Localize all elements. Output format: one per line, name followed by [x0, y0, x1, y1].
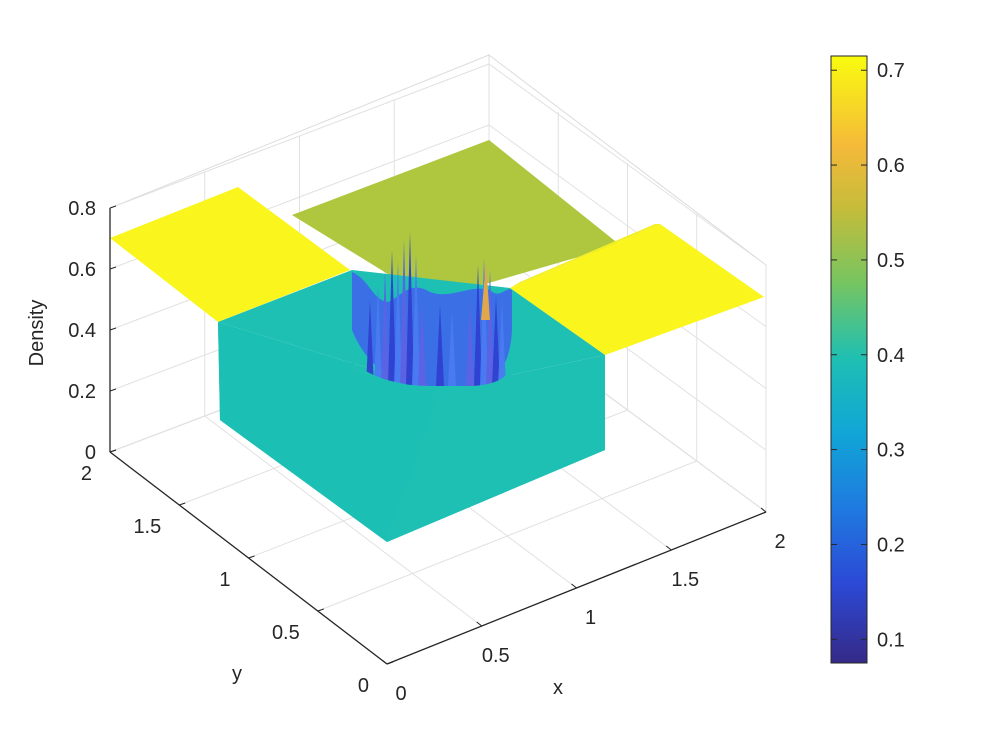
colorbar-tick-label: 0.6 — [877, 155, 905, 177]
colorbar-tick-label: 0.1 — [877, 629, 905, 651]
y-tick — [317, 608, 324, 612]
colorbar-tick-label: 0.7 — [877, 60, 905, 82]
x-tick — [381, 659, 388, 665]
y-tick-label: 1 — [219, 569, 230, 591]
colorbar: 0.1 0.2 0.3 0.4 0.5 0.6 0.7 — [830, 55, 905, 664]
z-tick-label: 0.6 — [68, 259, 96, 281]
y-tick — [386, 661, 394, 665]
x-tick-label: 1 — [585, 607, 596, 629]
x-tick-label: 0 — [395, 683, 406, 705]
crater-spike — [388, 250, 396, 386]
z-tick — [109, 327, 117, 331]
x-tick — [476, 621, 483, 627]
x-tick-label: 1.5 — [671, 569, 699, 591]
lower-left-right-wall-front — [387, 355, 605, 542]
crater-spike — [480, 258, 488, 386]
y-tick — [109, 449, 117, 453]
y-tick — [179, 502, 186, 506]
crater-spike — [381, 270, 389, 386]
x-tick — [571, 583, 577, 589]
x-axis-label: x — [553, 677, 563, 699]
x-tick — [760, 507, 767, 513]
crater-spike — [466, 300, 474, 386]
y-tick — [248, 555, 255, 559]
crater-spike-peak — [481, 262, 490, 320]
z-tick-label: 0 — [85, 442, 96, 464]
colorbar-tick-label: 0.5 — [877, 250, 905, 272]
lower-right-plateau-edge — [510, 224, 660, 288]
colorbar-tick-label: 0.4 — [877, 345, 905, 367]
z-tick-label: 0.2 — [68, 381, 96, 403]
y-tick-label: 0 — [358, 675, 369, 697]
y-axis-label: y — [232, 663, 242, 685]
z-axis-label: Density — [26, 300, 48, 367]
crater-spike — [394, 262, 402, 386]
z-tick-label: 0.8 — [68, 198, 96, 220]
crater-spike — [474, 265, 482, 386]
colorbar-tick-label: 0.2 — [877, 534, 905, 556]
lower-right-plateau — [510, 224, 764, 355]
y-gridline — [317, 460, 697, 612]
crater-spike — [486, 270, 494, 386]
crater-spike — [366, 300, 374, 386]
y-tick-label: 2 — [81, 463, 92, 485]
lower-left-left-wall-front — [218, 322, 440, 542]
crater-spike — [374, 285, 382, 386]
y-tick-label: 1.5 — [133, 516, 161, 538]
x-tick-label: 0.5 — [482, 645, 510, 667]
z-tick — [109, 388, 117, 392]
crater-spike — [498, 300, 506, 386]
upper-left-plateau — [110, 187, 350, 322]
crater-spike — [406, 232, 414, 386]
x-tick-label: 2 — [774, 531, 785, 553]
z-tick-label: 0.4 — [68, 320, 96, 342]
crater-spike — [492, 295, 500, 386]
density-surface — [110, 140, 764, 542]
upper-right-plateau — [292, 140, 620, 300]
crater-spike — [412, 255, 420, 386]
crater-spike — [448, 310, 456, 386]
colorbar-tick-label: 0.3 — [877, 440, 905, 462]
crater-spike — [400, 240, 408, 386]
y-tick-label: 0.5 — [272, 622, 300, 644]
crater-spike — [436, 305, 444, 386]
center-spikes — [366, 232, 506, 386]
z-tick — [109, 266, 117, 270]
x-tick — [665, 545, 672, 551]
crater-spike — [418, 300, 426, 386]
z-tick — [109, 205, 117, 209]
colorbar-gradient — [830, 55, 868, 664]
